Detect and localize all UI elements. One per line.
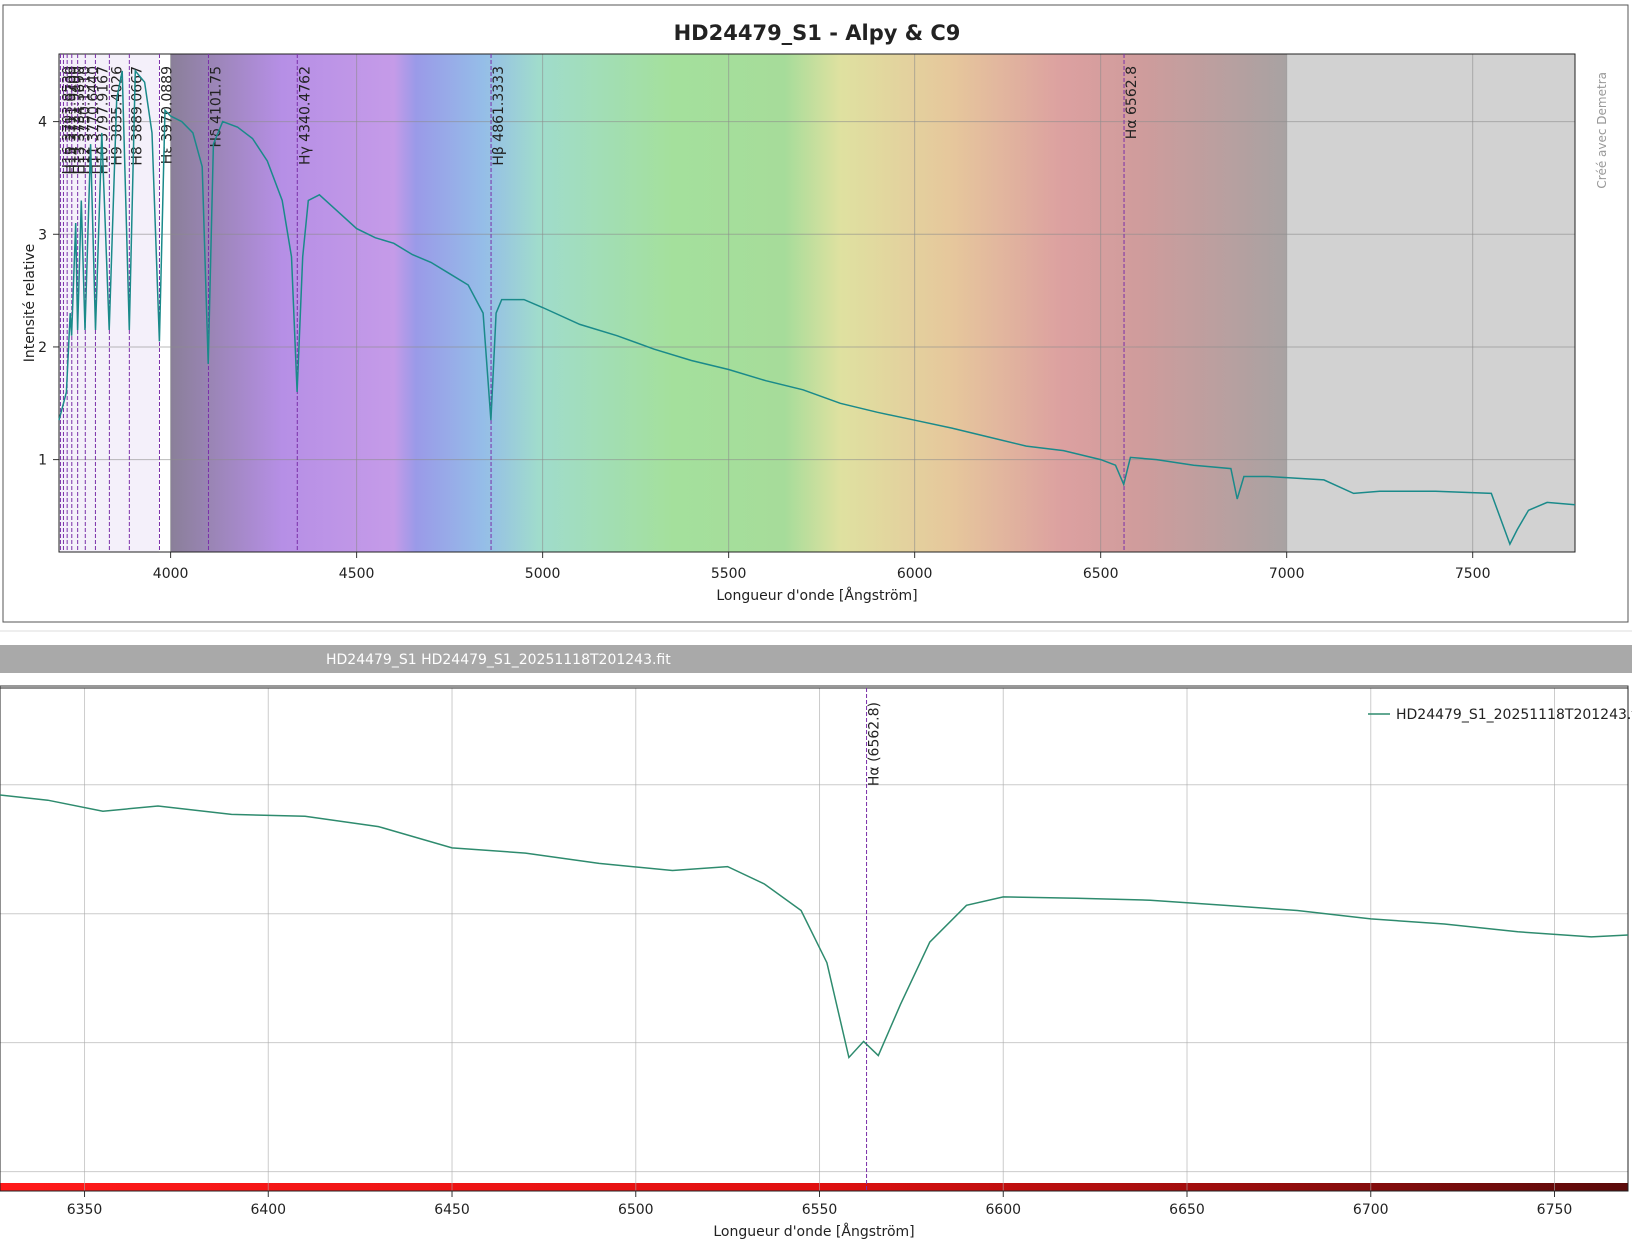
y-tick-label: 4 [38,115,47,131]
y-axis-title: Intensité relative [22,244,38,363]
x-tick-label: 4500 [339,566,375,582]
plot-frame [58,53,1576,553]
ir-band [1286,54,1575,552]
x-tick-label: 6500 [618,1202,654,1218]
line-label: Hβ 4861.3333 [491,66,507,166]
x-tick-label: 5000 [525,566,561,582]
watermark: Créé avec Demetra [1595,72,1609,189]
x-tick-label: 6600 [985,1202,1021,1218]
line-label: Hε 3970.0889 [159,66,175,164]
x-tick-label: 4000 [153,566,189,582]
line-label: Hα 6562.8 [1124,66,1140,139]
x-tick-label: 5500 [711,566,747,582]
x-axis-title: Longueur d'onde [Ångström] [716,587,917,604]
line-label: Hα (6562.8) [867,702,883,786]
line-label: H11 3770.6440 [85,66,101,175]
y-tick-label: 1 [38,453,47,469]
spectrum-line [58,68,1576,546]
x-tick-label: 6750 [1537,1202,1573,1218]
x-tick-label: 6500 [1083,566,1119,582]
y-tick-label: 3 [38,227,47,243]
x-axis-title: Longueur d'onde [Ångström] [713,1223,914,1240]
line-label: H9 3835.4026 [109,66,125,166]
chart-title: HD24479_S1 - Alpy & C9 [674,21,961,45]
plot-frame [0,687,1629,1192]
legend-label: HD24479_S1_20251118T201243.fit [1396,707,1632,723]
x-tick-label: 7500 [1455,566,1491,582]
x-tick-label: 6450 [434,1202,470,1218]
bottom-frame [0,685,1629,1192]
spectrum-line [0,794,1629,1060]
tab-title: HD24479_S1 HD24479_S1_20251118T201243.fi… [326,652,671,668]
x-tick-label: 7000 [1269,566,1305,582]
red-strip [0,1183,1628,1191]
x-tick-label: 6650 [1169,1202,1205,1218]
x-tick-label: 6550 [802,1202,838,1218]
line-label: Hγ 4340.4762 [297,66,313,165]
line-label: H16 3703.8530 [60,66,76,175]
x-tick-label: 6700 [1353,1202,1389,1218]
line-label: H10 3797.9167 [95,66,111,175]
line-label: H13 3734.3690 [72,66,88,175]
y-tick-label: 2 [38,340,47,356]
tab-bar [0,645,1632,673]
x-tick-label: 6400 [250,1202,286,1218]
x-tick-label: 6000 [897,566,933,582]
x-tick-label: 6350 [67,1202,103,1218]
line-label: H14 3721.9400 [67,66,83,175]
